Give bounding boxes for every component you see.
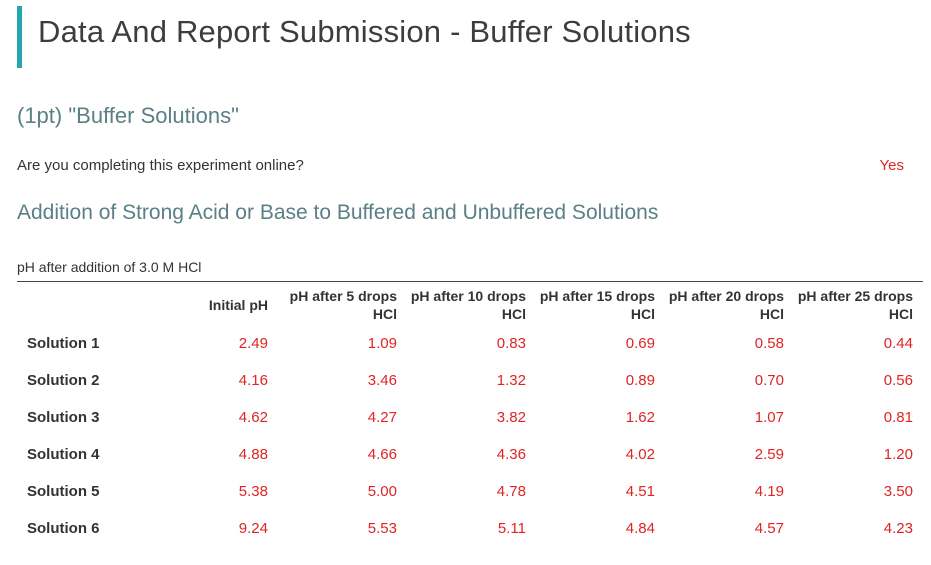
table-row: Solution 4 4.88 4.66 4.36 4.02 2.59 1.20 bbox=[17, 436, 923, 473]
table-cell: 5.11 bbox=[497, 520, 526, 537]
column-header: pH after 15 drops HCl bbox=[539, 288, 655, 322]
table-cell: 5.53 bbox=[367, 520, 397, 537]
column-header: pH after 25 drops HCl bbox=[797, 288, 913, 322]
table-cell: 0.69 bbox=[625, 335, 655, 352]
table-cell: 0.81 bbox=[883, 409, 913, 426]
table-cell: 0.83 bbox=[496, 335, 526, 352]
answer-value: Yes bbox=[879, 157, 904, 174]
table-cell: 1.62 bbox=[625, 409, 655, 426]
table-cell: 3.50 bbox=[883, 483, 913, 500]
ph-data-table: Initial pH pH after 5 drops HCl pH after… bbox=[17, 283, 923, 547]
table-cell: 4.36 bbox=[496, 446, 526, 463]
table-row: Solution 2 4.16 3.46 1.32 0.89 0.70 0.56 bbox=[17, 362, 923, 399]
table-cell: 0.89 bbox=[625, 372, 655, 389]
title-accent-bar bbox=[17, 6, 22, 68]
table-cell: 3.82 bbox=[496, 409, 526, 426]
table-cell: 4.88 bbox=[238, 446, 268, 463]
table-cell: 0.56 bbox=[883, 372, 913, 389]
table-cell: 9.24 bbox=[238, 520, 268, 537]
table-header-row: Initial pH pH after 5 drops HCl pH after… bbox=[17, 283, 923, 325]
table-cell: 5.00 bbox=[367, 483, 397, 500]
table-cell: 0.70 bbox=[754, 372, 784, 389]
row-label: Solution 4 bbox=[27, 446, 100, 463]
subsection-title: Addition of Strong Acid or Base to Buffe… bbox=[17, 201, 659, 224]
column-header: Initial pH bbox=[208, 297, 268, 313]
table-row: Solution 5 5.38 5.00 4.78 4.51 4.19 3.50 bbox=[17, 473, 923, 510]
column-header: pH after 20 drops HCl bbox=[668, 288, 784, 322]
section-title: (1pt) "Buffer Solutions" bbox=[17, 103, 239, 128]
table-cell: 4.78 bbox=[496, 483, 526, 500]
table-cell: 1.20 bbox=[883, 446, 913, 463]
row-label: Solution 1 bbox=[27, 335, 100, 352]
row-label: Solution 3 bbox=[27, 409, 100, 426]
table-cell: 4.51 bbox=[625, 483, 655, 500]
table-row: Solution 6 9.24 5.53 5.11 4.84 4.57 4.23 bbox=[17, 510, 923, 547]
table-cell: 1.09 bbox=[367, 335, 397, 352]
row-label: Solution 6 bbox=[27, 520, 100, 537]
table-cell: 4.84 bbox=[625, 520, 655, 537]
page-title: Data And Report Submission - Buffer Solu… bbox=[38, 14, 691, 49]
row-label: Solution 2 bbox=[27, 372, 100, 389]
table-cell: 0.44 bbox=[883, 335, 913, 352]
table-cell: 4.66 bbox=[367, 446, 397, 463]
table-cell: 4.57 bbox=[754, 520, 784, 537]
table-cell: 4.19 bbox=[754, 483, 784, 500]
table-cell: 4.27 bbox=[367, 409, 397, 426]
table-cell: 4.02 bbox=[625, 446, 655, 463]
table-cell: 3.46 bbox=[367, 372, 397, 389]
table-cell: 2.49 bbox=[238, 335, 268, 352]
table-cell: 5.38 bbox=[238, 483, 268, 500]
table-cell: 4.16 bbox=[238, 372, 268, 389]
table-cell: 4.23 bbox=[883, 520, 913, 537]
table-cell: 1.32 bbox=[496, 372, 526, 389]
column-header: pH after 10 drops HCl bbox=[410, 288, 526, 322]
table-cell: 4.62 bbox=[238, 409, 268, 426]
table-cell: 0.58 bbox=[754, 335, 784, 352]
table-divider bbox=[17, 281, 923, 282]
question-text: Are you completing this experiment onlin… bbox=[17, 157, 304, 174]
table-caption: pH after addition of 3.0 M HCl bbox=[17, 259, 202, 275]
table-cell: 2.59 bbox=[754, 446, 784, 463]
row-label: Solution 5 bbox=[27, 483, 100, 500]
table-row: Solution 1 2.49 1.09 0.83 0.69 0.58 0.44 bbox=[17, 325, 923, 362]
table-cell: 1.07 bbox=[754, 409, 784, 426]
table-row: Solution 3 4.62 4.27 3.82 1.62 1.07 0.81 bbox=[17, 399, 923, 436]
column-header: pH after 5 drops HCl bbox=[289, 288, 397, 322]
column-header bbox=[17, 283, 168, 325]
